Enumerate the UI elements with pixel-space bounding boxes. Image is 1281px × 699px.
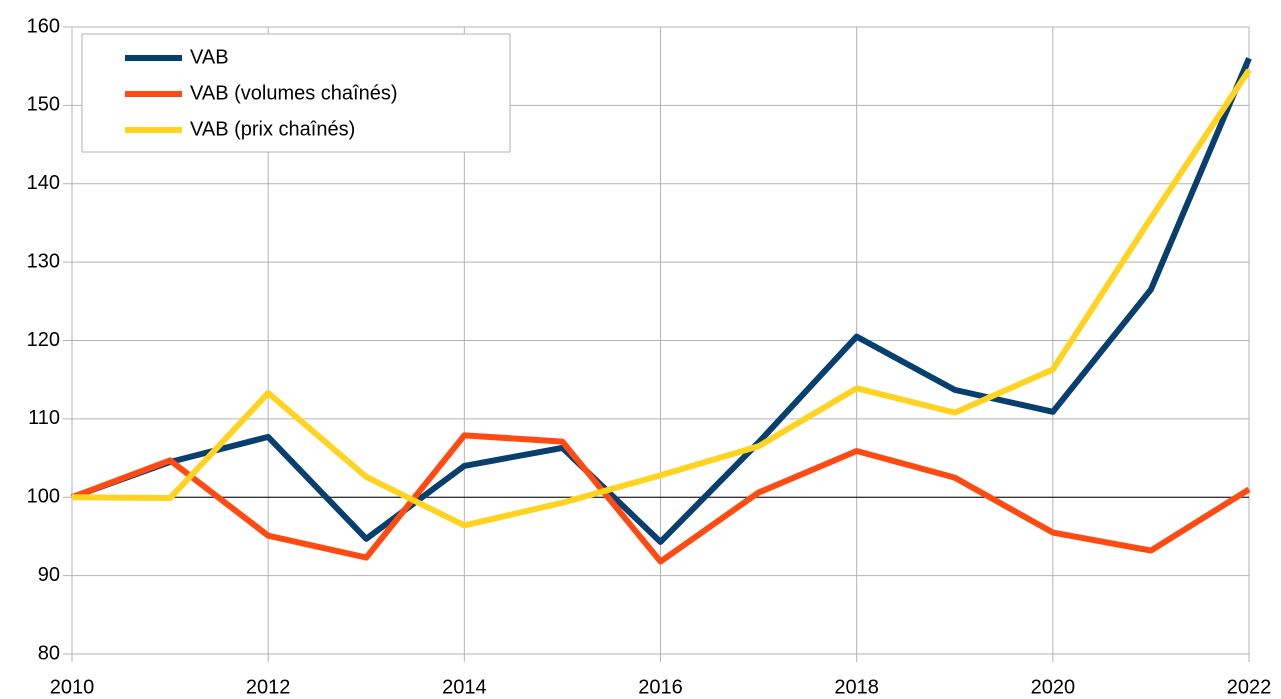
- legend-label: VAB: [190, 46, 229, 68]
- x-tick-label: 2014: [442, 676, 487, 698]
- series-line: [70, 432, 1251, 565]
- y-tick-label: 140: [27, 172, 60, 194]
- y-tick-label: 100: [27, 486, 60, 508]
- y-tick-label: 150: [27, 94, 60, 116]
- series-line: [71, 68, 1252, 529]
- y-tick-label: 160: [27, 15, 60, 37]
- y-tick-label: 80: [38, 642, 60, 664]
- x-tick-label: 2020: [1031, 676, 1076, 698]
- x-tick-label: 2016: [638, 676, 683, 698]
- series-line: [70, 57, 1252, 545]
- legend-label: VAB (volumes chaînés): [190, 82, 398, 104]
- x-tick-label: 2022: [1227, 676, 1272, 698]
- x-tick-label: 2018: [834, 676, 879, 698]
- y-tick-label: 90: [38, 564, 60, 586]
- legend-label: VAB (prix chaînés): [190, 118, 355, 140]
- y-tick-label: 110: [28, 407, 60, 429]
- y-tick-label: 130: [27, 250, 60, 272]
- y-tick-label: 120: [27, 329, 60, 351]
- x-tick-label: 2010: [50, 676, 95, 698]
- x-tick-label: 2012: [246, 676, 291, 698]
